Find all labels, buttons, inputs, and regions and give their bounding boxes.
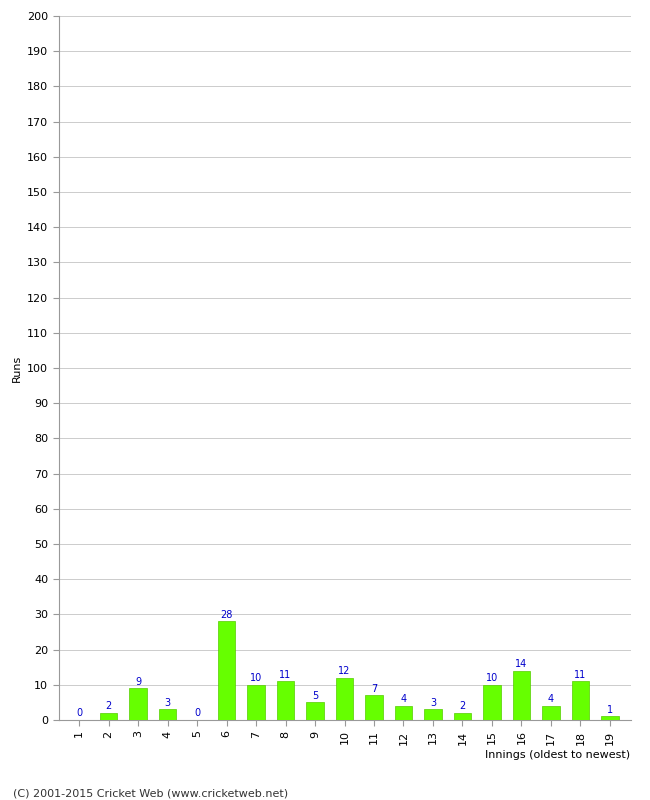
Text: 1: 1 [607,705,613,714]
Text: 2: 2 [460,701,465,711]
Bar [218,622,235,720]
Text: 4: 4 [548,694,554,704]
Text: 14: 14 [515,659,528,669]
Bar [335,678,354,720]
Text: 7: 7 [371,683,377,694]
Bar [454,713,471,720]
Text: 0: 0 [194,708,200,718]
Text: 3: 3 [430,698,436,708]
Text: 11: 11 [280,670,292,679]
Bar [100,713,118,720]
Bar [571,682,589,720]
Text: 9: 9 [135,677,141,686]
Bar [513,670,530,720]
Bar [395,706,412,720]
Bar [601,717,619,720]
Text: 5: 5 [312,690,318,701]
Bar [542,706,560,720]
Text: 12: 12 [338,666,351,676]
Text: 10: 10 [250,673,262,683]
Text: 3: 3 [164,698,171,708]
Bar [129,688,147,720]
Text: 11: 11 [574,670,586,679]
Text: 10: 10 [486,673,498,683]
Y-axis label: Runs: Runs [12,354,21,382]
Bar [424,710,442,720]
Bar [483,685,500,720]
X-axis label: Innings (oldest to newest): Innings (oldest to newest) [486,750,630,760]
Text: 0: 0 [76,708,82,718]
Text: 28: 28 [220,610,233,620]
Text: 2: 2 [105,701,112,711]
Text: (C) 2001-2015 Cricket Web (www.cricketweb.net): (C) 2001-2015 Cricket Web (www.cricketwe… [13,788,288,798]
Bar [247,685,265,720]
Bar [306,702,324,720]
Bar [365,695,383,720]
Bar [277,682,294,720]
Text: 4: 4 [400,694,406,704]
Bar [159,710,176,720]
